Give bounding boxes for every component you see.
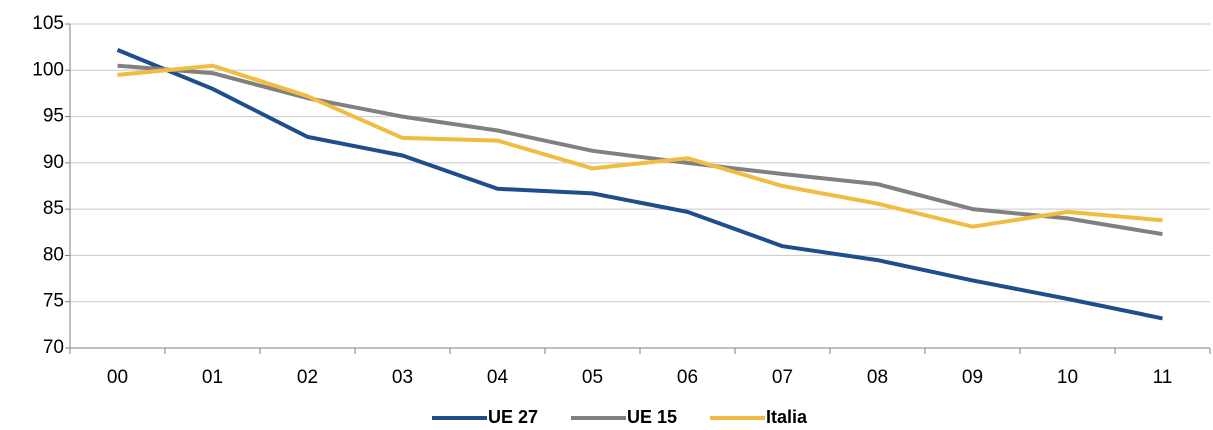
x-tick-label: 04: [487, 367, 509, 388]
x-tick-label: 08: [867, 367, 888, 388]
y-tick-label: 95: [43, 106, 64, 127]
x-tick-label: 10: [1057, 367, 1078, 388]
legend-label: UE 15: [627, 407, 677, 427]
legend-label: UE 27: [488, 407, 538, 427]
y-tick-label: 80: [43, 244, 64, 265]
x-tick-label: 03: [392, 367, 413, 388]
y-tick-label: 85: [43, 198, 64, 219]
x-tick-label: 02: [297, 367, 318, 388]
x-tick-label: 11: [1153, 367, 1173, 388]
x-tick-label: 00: [107, 367, 128, 388]
y-tick-label: 100: [32, 59, 64, 80]
x-tick-label: 09: [962, 367, 983, 388]
legend-label: Italia: [766, 407, 808, 427]
y-tick-label: 90: [43, 152, 64, 173]
x-tick-label: 01: [202, 367, 223, 388]
series-line: [117, 63, 1163, 237]
y-tick-label: 75: [43, 291, 64, 312]
x-tick-label: 06: [677, 367, 698, 388]
series-line: [116, 48, 1163, 321]
x-tick-label: 05: [582, 367, 603, 388]
y-tick-label: 70: [43, 337, 64, 358]
series-line: [117, 63, 1163, 229]
x-tick-label: 07: [772, 367, 793, 388]
y-tick-label: 105: [32, 13, 64, 34]
